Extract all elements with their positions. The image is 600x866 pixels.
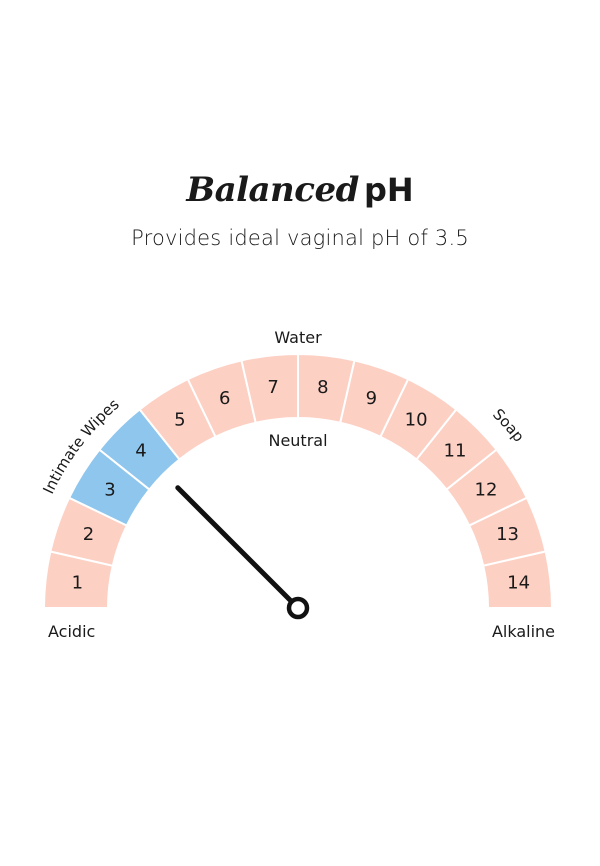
label-soap-path: Soap [489, 405, 528, 445]
gauge-segment-14 [482, 550, 554, 609]
gauge-needle [175, 485, 301, 611]
segment-label-13: 13 [496, 524, 519, 545]
title-script: Balanced [186, 170, 359, 210]
label-alkaline: Alkaline [492, 622, 555, 641]
segment-label-8: 8 [317, 377, 328, 398]
needle-hub [286, 596, 310, 620]
label-acidic: Acidic [48, 622, 95, 641]
segment-label-12: 12 [475, 479, 498, 500]
subtitle: Provides ideal vaginal pH of 3.5 [131, 226, 469, 250]
segment-label-7: 7 [267, 377, 278, 398]
segment-label-14: 14 [507, 573, 530, 594]
title: Balanced pH [0, 168, 600, 218]
segment-label-11: 11 [444, 441, 467, 462]
segment-label-3: 3 [104, 479, 115, 500]
label-soap: Soap [489, 405, 528, 445]
label-neutral: Neutral [268, 431, 327, 450]
title-ph: pH [363, 171, 414, 209]
segment-label-10: 10 [405, 410, 428, 431]
segment-label-9: 9 [366, 388, 377, 409]
segment-label-2: 2 [83, 524, 94, 545]
segment-label-4: 4 [135, 441, 146, 462]
label-water: Water [274, 328, 322, 347]
segment-label-1: 1 [72, 573, 83, 594]
segment-label-6: 6 [219, 388, 230, 409]
segment-label-5: 5 [174, 410, 185, 431]
